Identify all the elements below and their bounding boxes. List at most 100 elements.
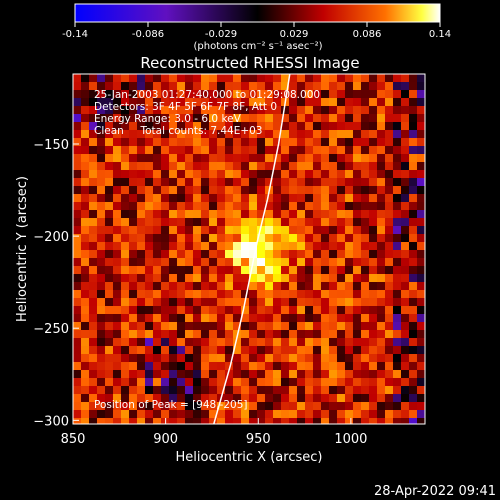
- heatmap-cell: [297, 370, 305, 378]
- heatmap-cell: [401, 418, 409, 424]
- heatmap-cell: [249, 226, 257, 234]
- heatmap-cell: [249, 90, 257, 98]
- heatmap-cell: [305, 274, 313, 282]
- heatmap-cell: [289, 362, 297, 370]
- heatmap-cell: [353, 146, 361, 154]
- heatmap-cell: [217, 322, 225, 330]
- heatmap-cell: [329, 162, 337, 170]
- heatmap-cell: [249, 362, 257, 370]
- heatmap-cell: [265, 370, 273, 378]
- heatmap-cell: [417, 346, 425, 354]
- heatmap-cell: [289, 170, 297, 178]
- heatmap-cell: [313, 266, 321, 274]
- heatmap-cell: [393, 90, 401, 98]
- heatmap-cell: [217, 314, 225, 322]
- heatmap-cell: [105, 290, 113, 298]
- heatmap-cell: [217, 202, 225, 210]
- heatmap-cell: [417, 138, 425, 146]
- heatmap-cell: [233, 146, 241, 154]
- heatmap-cell: [297, 418, 305, 424]
- heatmap-cell: [137, 298, 145, 306]
- heatmap-cell: [393, 338, 401, 346]
- heatmap-cell: [273, 266, 281, 274]
- heatmap-cell: [161, 162, 169, 170]
- heatmap-cell: [217, 282, 225, 290]
- heatmap-cell: [121, 178, 129, 186]
- heatmap-cell: [129, 282, 137, 290]
- heatmap-cell: [145, 178, 153, 186]
- heatmap-cell: [113, 258, 121, 266]
- heatmap-cell: [113, 402, 121, 410]
- heatmap-cell: [313, 162, 321, 170]
- heatmap-cell: [329, 122, 337, 130]
- heatmap-cell: [73, 226, 81, 234]
- heatmap-cell: [265, 106, 273, 114]
- heatmap-cell: [201, 122, 209, 130]
- heatmap-cell: [161, 274, 169, 282]
- heatmap-cell: [257, 202, 265, 210]
- x-tick-label: 1000: [334, 432, 367, 447]
- heatmap-cell: [97, 274, 105, 282]
- heatmap-cell: [89, 122, 97, 130]
- heatmap-cell: [297, 202, 305, 210]
- heatmap-cell: [273, 90, 281, 98]
- heatmap-cell: [297, 130, 305, 138]
- heatmap-cell: [89, 234, 97, 242]
- heatmap-cell: [201, 330, 209, 338]
- heatmap-cell: [121, 338, 129, 346]
- heatmap-cell: [233, 282, 241, 290]
- heatmap-cell: [409, 98, 417, 106]
- heatmap-cell: [409, 210, 417, 218]
- heatmap-cell: [121, 402, 129, 410]
- heatmap-cell: [153, 90, 161, 98]
- heatmap-cell: [361, 82, 369, 90]
- heatmap-cell: [385, 266, 393, 274]
- heatmap-cell: [209, 322, 217, 330]
- x-tick-label: 900: [153, 432, 178, 447]
- heatmap-cell: [209, 386, 217, 394]
- heatmap-cell: [281, 274, 289, 282]
- heatmap-cell: [81, 194, 89, 202]
- heatmap-cell: [249, 418, 257, 424]
- heatmap-cell: [89, 210, 97, 218]
- heatmap-cell: [97, 370, 105, 378]
- heatmap-cell: [233, 274, 241, 282]
- heatmap-cell: [337, 226, 345, 234]
- heatmap-cell: [377, 378, 385, 386]
- heatmap-cell: [257, 250, 265, 258]
- heatmap-cell: [145, 290, 153, 298]
- heatmap-cell: [369, 386, 377, 394]
- heatmap-cell: [313, 314, 321, 322]
- heatmap-cell: [321, 330, 329, 338]
- heatmap-cell: [337, 394, 345, 402]
- heatmap-cell: [241, 146, 249, 154]
- heatmap-cell: [177, 170, 185, 178]
- heatmap-cell: [81, 226, 89, 234]
- heatmap-cell: [121, 98, 129, 106]
- heatmap-cell: [273, 274, 281, 282]
- heatmap-cell: [145, 74, 153, 82]
- heatmap-cell: [137, 146, 145, 154]
- heatmap-cell: [409, 234, 417, 242]
- heatmap-cell: [337, 386, 345, 394]
- heatmap-cell: [97, 402, 105, 410]
- heatmap-cell: [161, 82, 169, 90]
- heatmap-cell: [417, 402, 425, 410]
- heatmap-cell: [225, 178, 233, 186]
- heatmap-cell: [201, 338, 209, 346]
- heatmap-cell: [305, 98, 313, 106]
- heatmap-cell: [297, 410, 305, 418]
- heatmap-cell: [113, 122, 121, 130]
- heatmap-cell: [225, 250, 233, 258]
- heatmap-cell: [281, 178, 289, 186]
- heatmap-cell: [105, 242, 113, 250]
- heatmap-cell: [129, 298, 137, 306]
- heatmap-cell: [81, 234, 89, 242]
- heatmap-cell: [177, 354, 185, 362]
- heatmap-cell: [265, 354, 273, 362]
- heatmap-cell: [241, 354, 249, 362]
- heatmap-cell: [105, 210, 113, 218]
- heatmap-cell: [105, 314, 113, 322]
- heatmap-cell: [337, 418, 345, 424]
- heatmap-cell: [393, 218, 401, 226]
